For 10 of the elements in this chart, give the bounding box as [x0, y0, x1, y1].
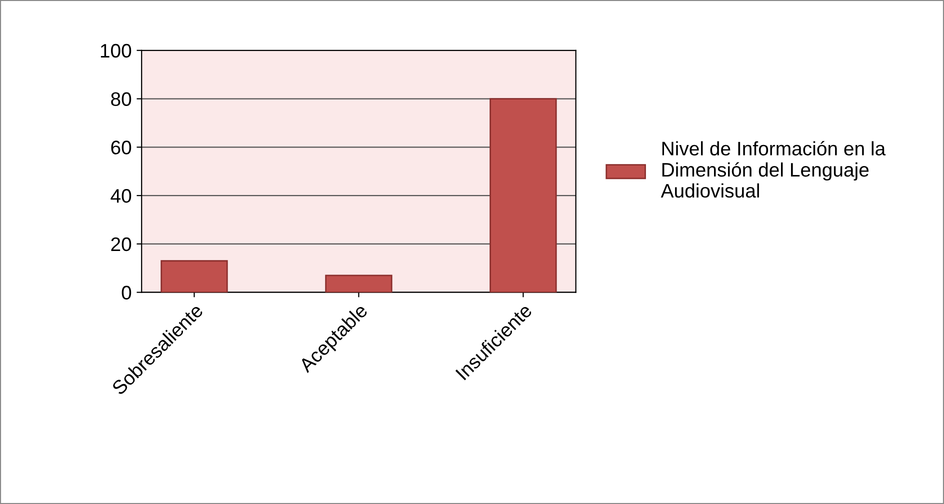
- bar: [325, 274, 392, 292]
- y-tick-label: 0: [122, 286, 132, 300]
- y-tick-label: 40: [110, 189, 132, 203]
- bar: [160, 260, 228, 292]
- y-tick-label: 60: [111, 140, 132, 154]
- legend-label: Nivel de Información en la Dimensión del Lenguaje Audiovisual: [660, 140, 886, 198]
- y-tick-label: 80: [111, 92, 132, 106]
- bar: [490, 98, 557, 292]
- y-tick-label: 20: [111, 237, 132, 252]
- y-tick-label: 100: [100, 44, 132, 58]
